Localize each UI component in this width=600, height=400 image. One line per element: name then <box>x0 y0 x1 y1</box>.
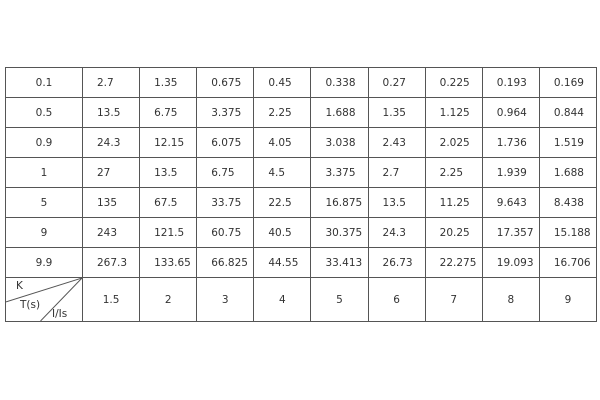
time-value-cell: 1.688 <box>538 157 598 188</box>
time-value-cell: 0.193 <box>481 67 540 98</box>
table-body: 0.1 2.7 1.35 0.675 0.45 0.338 0.27 0.225 0.193 0.… <box>5 67 598 322</box>
time-value-cell: 4.05 <box>253 127 312 158</box>
time-value-cell: 11.25 <box>424 187 483 218</box>
time-label: T(s) <box>20 299 41 311</box>
current-ratio-header-cell: 4 <box>253 277 312 322</box>
current-ratio-header-cell: 7 <box>424 277 483 322</box>
time-value-cell: 27 <box>81 157 141 188</box>
time-value-cell: 1.939 <box>481 157 540 188</box>
time-value-cell: 24.3 <box>367 217 426 248</box>
time-value-cell: 2.25 <box>424 157 483 188</box>
time-value-cell: 22.275 <box>424 247 483 278</box>
time-value-cell: 0.27 <box>367 67 426 98</box>
k-value-cell: 0.5 <box>5 97 83 128</box>
time-value-cell: 16.875 <box>310 187 369 218</box>
time-value-cell: 12.15 <box>139 127 198 158</box>
time-value-cell: 33.75 <box>196 187 255 218</box>
time-value-cell: 8.438 <box>538 187 598 218</box>
time-value-cell: 0.45 <box>253 67 312 98</box>
current-ratio-header-cell: 8 <box>481 277 540 322</box>
time-value-cell: 0.225 <box>424 67 483 98</box>
time-value-cell: 66.825 <box>196 247 255 278</box>
time-value-cell: 1.35 <box>367 97 426 128</box>
time-value-cell: 13.5 <box>81 97 141 128</box>
time-value-cell: 1.125 <box>424 97 483 128</box>
current-ratio-label: I/Is <box>52 308 68 320</box>
k-value-cell: 0.1 <box>5 67 83 98</box>
time-value-cell: 20.25 <box>424 217 483 248</box>
table-row: 1 27 13.5 6.75 4.5 3.375 2.7 2.25 1.939 1.688 <box>5 157 598 188</box>
table-row: 9.9 267.3 133.65 66.825 44.55 33.413 26.73 22.2… <box>5 247 598 278</box>
time-value-cell: 1.688 <box>310 97 369 128</box>
time-value-cell: 6.075 <box>196 127 255 158</box>
time-value-cell: 16.706 <box>538 247 598 278</box>
time-value-cell: 2.25 <box>253 97 312 128</box>
current-ratio-header-cell: 6 <box>367 277 426 322</box>
time-value-cell: 24.3 <box>81 127 141 158</box>
current-ratio-header-cell: 9 <box>538 277 598 322</box>
time-value-cell: 2.7 <box>81 67 141 98</box>
table-row: 0.5 13.5 6.75 3.375 2.25 1.688 1.35 1.125 0.964 0… <box>5 97 598 128</box>
time-value-cell: 26.73 <box>367 247 426 278</box>
time-value-cell: 121.5 <box>139 217 198 248</box>
time-value-cell: 67.5 <box>139 187 198 218</box>
time-value-cell: 0.338 <box>310 67 369 98</box>
time-value-cell: 9.643 <box>481 187 540 218</box>
time-value-cell: 133.65 <box>139 247 198 278</box>
current-ratio-header-cell: 5 <box>310 277 369 322</box>
time-value-cell: 3.375 <box>196 97 255 128</box>
time-value-cell: 6.75 <box>196 157 255 188</box>
k-value-cell: 5 <box>5 187 83 218</box>
time-value-cell: 19.093 <box>481 247 540 278</box>
time-value-cell: 0.675 <box>196 67 255 98</box>
time-value-cell: 3.038 <box>310 127 369 158</box>
table-row: 5 135 67.5 33.75 22.5 16.875 13.5 11.25 9.643 8.4… <box>5 187 598 218</box>
table-row: 9 243 121.5 60.75 40.5 30.375 24.3 20.25 17.357 1… <box>5 217 598 248</box>
current-ratio-header-cell: 1.5 <box>81 277 141 322</box>
time-value-cell: 2.7 <box>367 157 426 188</box>
k-value-cell: 1 <box>5 157 83 188</box>
current-ratio-header-row: K T(s) I/Is 1.5 2 3 4 5 6 7 8 9 <box>5 277 598 322</box>
time-value-cell: 0.169 <box>538 67 598 98</box>
time-value-cell: 0.964 <box>481 97 540 128</box>
time-value-cell: 1.736 <box>481 127 540 158</box>
time-value-cell: 135 <box>81 187 141 218</box>
time-value-cell: 33.413 <box>310 247 369 278</box>
time-value-cell: 4.5 <box>253 157 312 188</box>
time-value-cell: 2.43 <box>367 127 426 158</box>
time-value-cell: 3.375 <box>310 157 369 188</box>
time-value-cell: 44.55 <box>253 247 312 278</box>
k-value-cell: 9 <box>5 217 83 248</box>
time-value-cell: 1.35 <box>139 67 198 98</box>
time-value-cell: 6.75 <box>139 97 198 128</box>
diagonal-corner-cell: K T(s) I/Is <box>5 277 83 322</box>
diagonal-lines <box>6 278 82 321</box>
table-row: 0.9 24.3 12.15 6.075 4.05 3.038 2.43 2.025 1.736… <box>5 127 598 158</box>
time-current-table: 0.1 2.7 1.35 0.675 0.45 0.338 0.27 0.225 0.193 0.… <box>5 67 598 322</box>
time-value-cell: 22.5 <box>253 187 312 218</box>
time-value-cell: 13.5 <box>367 187 426 218</box>
time-value-cell: 267.3 <box>81 247 141 278</box>
time-value-cell: 243 <box>81 217 141 248</box>
k-value-cell: 0.9 <box>5 127 83 158</box>
time-value-cell: 30.375 <box>310 217 369 248</box>
time-value-cell: 17.357 <box>481 217 540 248</box>
table-row: 0.1 2.7 1.35 0.675 0.45 0.338 0.27 0.225 0.193 0.… <box>5 67 598 98</box>
k-label: K <box>16 280 23 292</box>
time-value-cell: 1.519 <box>538 127 598 158</box>
time-value-cell: 13.5 <box>139 157 198 188</box>
time-value-cell: 2.025 <box>424 127 483 158</box>
current-ratio-header-cell: 3 <box>196 277 255 322</box>
time-value-cell: 60.75 <box>196 217 255 248</box>
time-value-cell: 40.5 <box>253 217 312 248</box>
current-ratio-header-cell: 2 <box>139 277 198 322</box>
k-value-cell: 9.9 <box>5 247 83 278</box>
time-value-cell: 0.844 <box>538 97 598 128</box>
time-value-cell: 15.188 <box>538 217 598 248</box>
